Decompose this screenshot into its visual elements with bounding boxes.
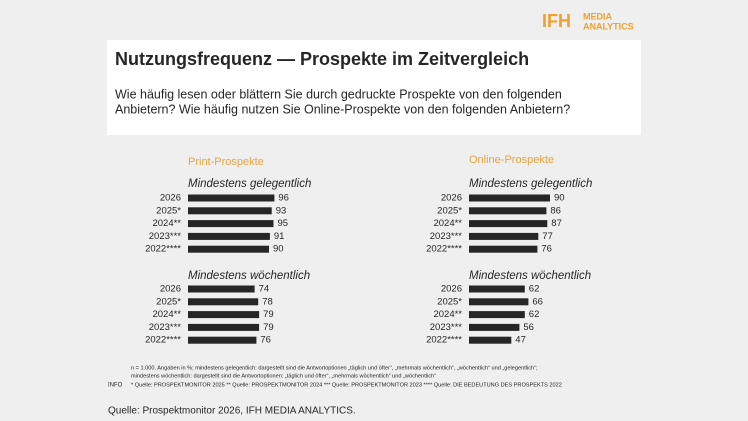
source: Quelle: Prospektmonitor 2026, IFH MEDIA … xyxy=(108,406,356,417)
bar xyxy=(188,311,260,319)
info-label: INFO xyxy=(108,383,123,389)
value-label: 95 xyxy=(278,218,289,229)
value-label: 62 xyxy=(529,284,540,295)
category-label: 2023*** xyxy=(430,322,463,333)
category-label: 2022**** xyxy=(145,335,181,346)
bar xyxy=(469,207,547,215)
bar xyxy=(188,220,274,228)
value-label: 47 xyxy=(515,335,526,346)
value-label: 96 xyxy=(278,193,289,204)
bar xyxy=(188,298,259,306)
category-label: 2025* xyxy=(437,205,462,216)
title: Nutzungsfrequenz — Prospekte im Zeitverg… xyxy=(115,49,529,69)
value-label: 76 xyxy=(541,244,552,255)
category-label: 2025* xyxy=(437,296,462,307)
category-label: 2024** xyxy=(152,218,181,229)
bar xyxy=(469,285,525,293)
value-label: 62 xyxy=(529,309,540,320)
category-label: 2025* xyxy=(156,205,181,216)
question: Wie häufig lesen oder blättern Sie durch… xyxy=(115,87,562,101)
chart-subtitle: Mindestens gelegentlich xyxy=(469,178,592,190)
bar xyxy=(188,194,275,202)
header-box xyxy=(107,40,641,135)
category-label: 2022**** xyxy=(426,244,462,255)
value-label: 93 xyxy=(276,205,287,216)
category-label: 2025* xyxy=(156,296,181,307)
chart-subtitle: Mindestens gelegentlich xyxy=(188,178,311,190)
category-label: 2024** xyxy=(433,218,462,229)
chart-subtitle: Mindestens wöchentlich xyxy=(188,270,310,282)
category-label: 2023*** xyxy=(430,231,463,242)
bar xyxy=(188,245,269,253)
bar xyxy=(188,207,272,215)
bar xyxy=(188,285,255,293)
bar xyxy=(469,194,550,202)
value-label: 90 xyxy=(273,244,284,255)
bar xyxy=(469,311,525,319)
value-label: 79 xyxy=(263,322,274,333)
bar xyxy=(188,232,270,240)
category-label: 2022**** xyxy=(145,244,181,255)
bar xyxy=(469,232,539,240)
category-label: 2024** xyxy=(433,309,462,320)
bar xyxy=(469,298,529,306)
value-label: 56 xyxy=(523,322,534,333)
category-label: 2026 xyxy=(160,193,181,204)
category-label: 2023*** xyxy=(149,231,182,242)
logo-line: ANALYTICS xyxy=(583,21,634,31)
note: n = 1.000. Angaben in %; mindestens gele… xyxy=(131,365,538,371)
value-label: 91 xyxy=(274,231,285,242)
logo-brand: IFH xyxy=(542,11,571,31)
bar xyxy=(188,336,257,344)
chart-subtitle: Mindestens wöchentlich xyxy=(469,270,591,282)
value-label: 86 xyxy=(550,205,561,216)
category-label: 2026 xyxy=(441,193,462,204)
bar xyxy=(469,220,548,228)
question: Anbietern? Wie häufig nutzen Sie Online-… xyxy=(115,102,570,116)
category-label: 2024** xyxy=(152,309,181,320)
logo-line: MEDIA xyxy=(583,11,613,21)
value-label: 77 xyxy=(542,231,553,242)
bar xyxy=(188,323,260,331)
note: mindestens wöchentlich: dargestellt sind… xyxy=(131,373,436,379)
value-label: 74 xyxy=(259,284,270,295)
category-label: 2026 xyxy=(441,284,462,295)
value-label: 78 xyxy=(262,296,273,307)
category-label: 2023*** xyxy=(149,322,182,333)
category-label: 2022**** xyxy=(426,335,462,346)
value-label: 79 xyxy=(263,309,274,320)
bar xyxy=(469,323,520,331)
category-label: 2026 xyxy=(160,284,181,295)
note: * Quelle: PROSPEKTMONITOR 2025 ** Quelle… xyxy=(131,382,562,388)
value-label: 66 xyxy=(532,296,543,307)
column-title: Print-Prospekte xyxy=(188,156,264,168)
value-label: 87 xyxy=(551,218,562,229)
bar xyxy=(469,245,538,253)
bar xyxy=(469,336,512,344)
value-label: 76 xyxy=(260,335,271,346)
value-label: 90 xyxy=(554,193,565,204)
column-title: Online-Prospekte xyxy=(469,154,554,166)
